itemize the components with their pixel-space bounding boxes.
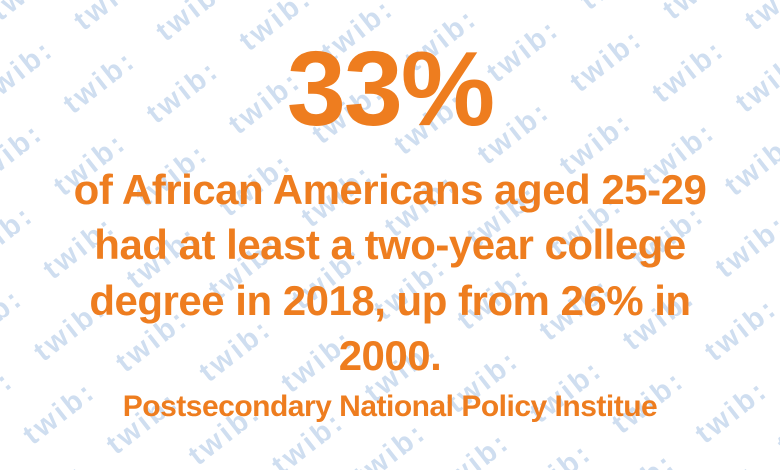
statement-line-4: 2000. [338,332,442,380]
statement-line-2: had at least a two-year college [94,221,686,269]
source-attribution: Postsecondary National Policy Institue [122,389,658,423]
statement-line-1: of African Americans aged 25-29 [73,166,707,213]
stat-statement: of African Americans aged 25-29 had at l… [0,162,780,384]
statement-line-3: degree in 2018, up from 26% in [89,276,691,324]
headline-stat: 33% [286,30,495,148]
